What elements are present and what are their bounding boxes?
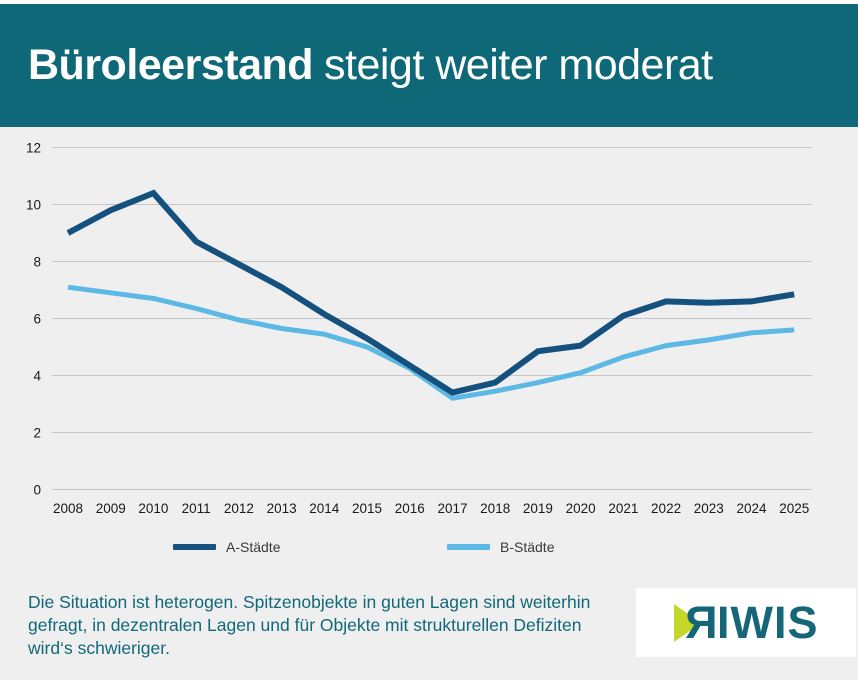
legend-item-b-staedte: B-Städte	[447, 536, 554, 558]
riwis-logo: RIWIS	[673, 597, 819, 648]
y-tick-label: 8	[33, 255, 41, 270]
logo-text: RIWIS	[683, 597, 819, 648]
x-tick-label: 2009	[96, 501, 126, 516]
y-tick-label: 2	[33, 426, 41, 441]
legend-swatch-a-staedte	[173, 544, 216, 550]
y-tick-label: 4	[33, 369, 41, 384]
legend-label-b-staedte: B-Städte	[500, 539, 555, 555]
page-title-bold: Büroleerstand	[28, 41, 314, 89]
series-line-a-st-dte	[66, 189, 795, 396]
y-tick-label: 0	[33, 483, 41, 498]
x-tick-label: 2019	[523, 501, 553, 516]
legend-swatch-b-staedte	[447, 544, 490, 550]
logo-letter-r: R	[683, 597, 718, 648]
y-tick-label: 12	[26, 141, 41, 156]
chart-section: 0 2 4 6 8 10 12 2008 2009 2010 2011 2012 2013 2014 201…	[0, 127, 858, 680]
x-tick-label: 2025	[779, 501, 809, 516]
x-tick-label: 2018	[480, 501, 510, 516]
x-tick-label: 2022	[651, 501, 681, 516]
x-tick-label: 2010	[138, 501, 168, 516]
y-tick-label: 6	[33, 312, 41, 327]
x-tick-label: 2012	[224, 501, 254, 516]
x-tick-label: 2023	[694, 501, 724, 516]
logo-card: RIWIS	[636, 588, 856, 657]
x-tick-label: 2024	[736, 501, 767, 516]
logo-triangle-icon	[673, 603, 701, 642]
x-tick-label: 2008	[53, 501, 83, 516]
x-tick-label: 2021	[608, 501, 638, 516]
vacancy-line-chart: 0 2 4 6 8 10 12 2008 2009 2010 2011 2012 2013 2014 201…	[26, 141, 812, 516]
chart-legend: A-Städte B-Städte	[0, 536, 858, 558]
series-line-b-st-dte	[67, 284, 795, 401]
page-title-light: steigt weiter moderat	[324, 41, 713, 89]
page-title: Büroleerstand steigt weiter moderat	[28, 41, 713, 90]
annotation-text: Die Situation ist heterogen. Spitzenobje…	[28, 592, 591, 658]
x-tick-label: 2011	[182, 501, 211, 516]
x-tick-label: 2016	[395, 501, 425, 516]
header-band: Büroleerstand steigt weiter moderat	[0, 4, 858, 127]
x-tick-label: 2013	[267, 501, 297, 516]
x-tick-label: 2015	[352, 501, 382, 516]
y-tick-label: 10	[26, 198, 41, 213]
legend-label-a-staedte: A-Städte	[226, 539, 281, 555]
logo-letters-rest: IWIS	[717, 597, 819, 648]
x-tick-label: 2014	[309, 501, 340, 516]
x-tick-label: 2020	[566, 501, 596, 516]
x-tick-label: 2017	[437, 501, 467, 516]
legend-item-a-staedte: A-Städte	[173, 536, 280, 558]
